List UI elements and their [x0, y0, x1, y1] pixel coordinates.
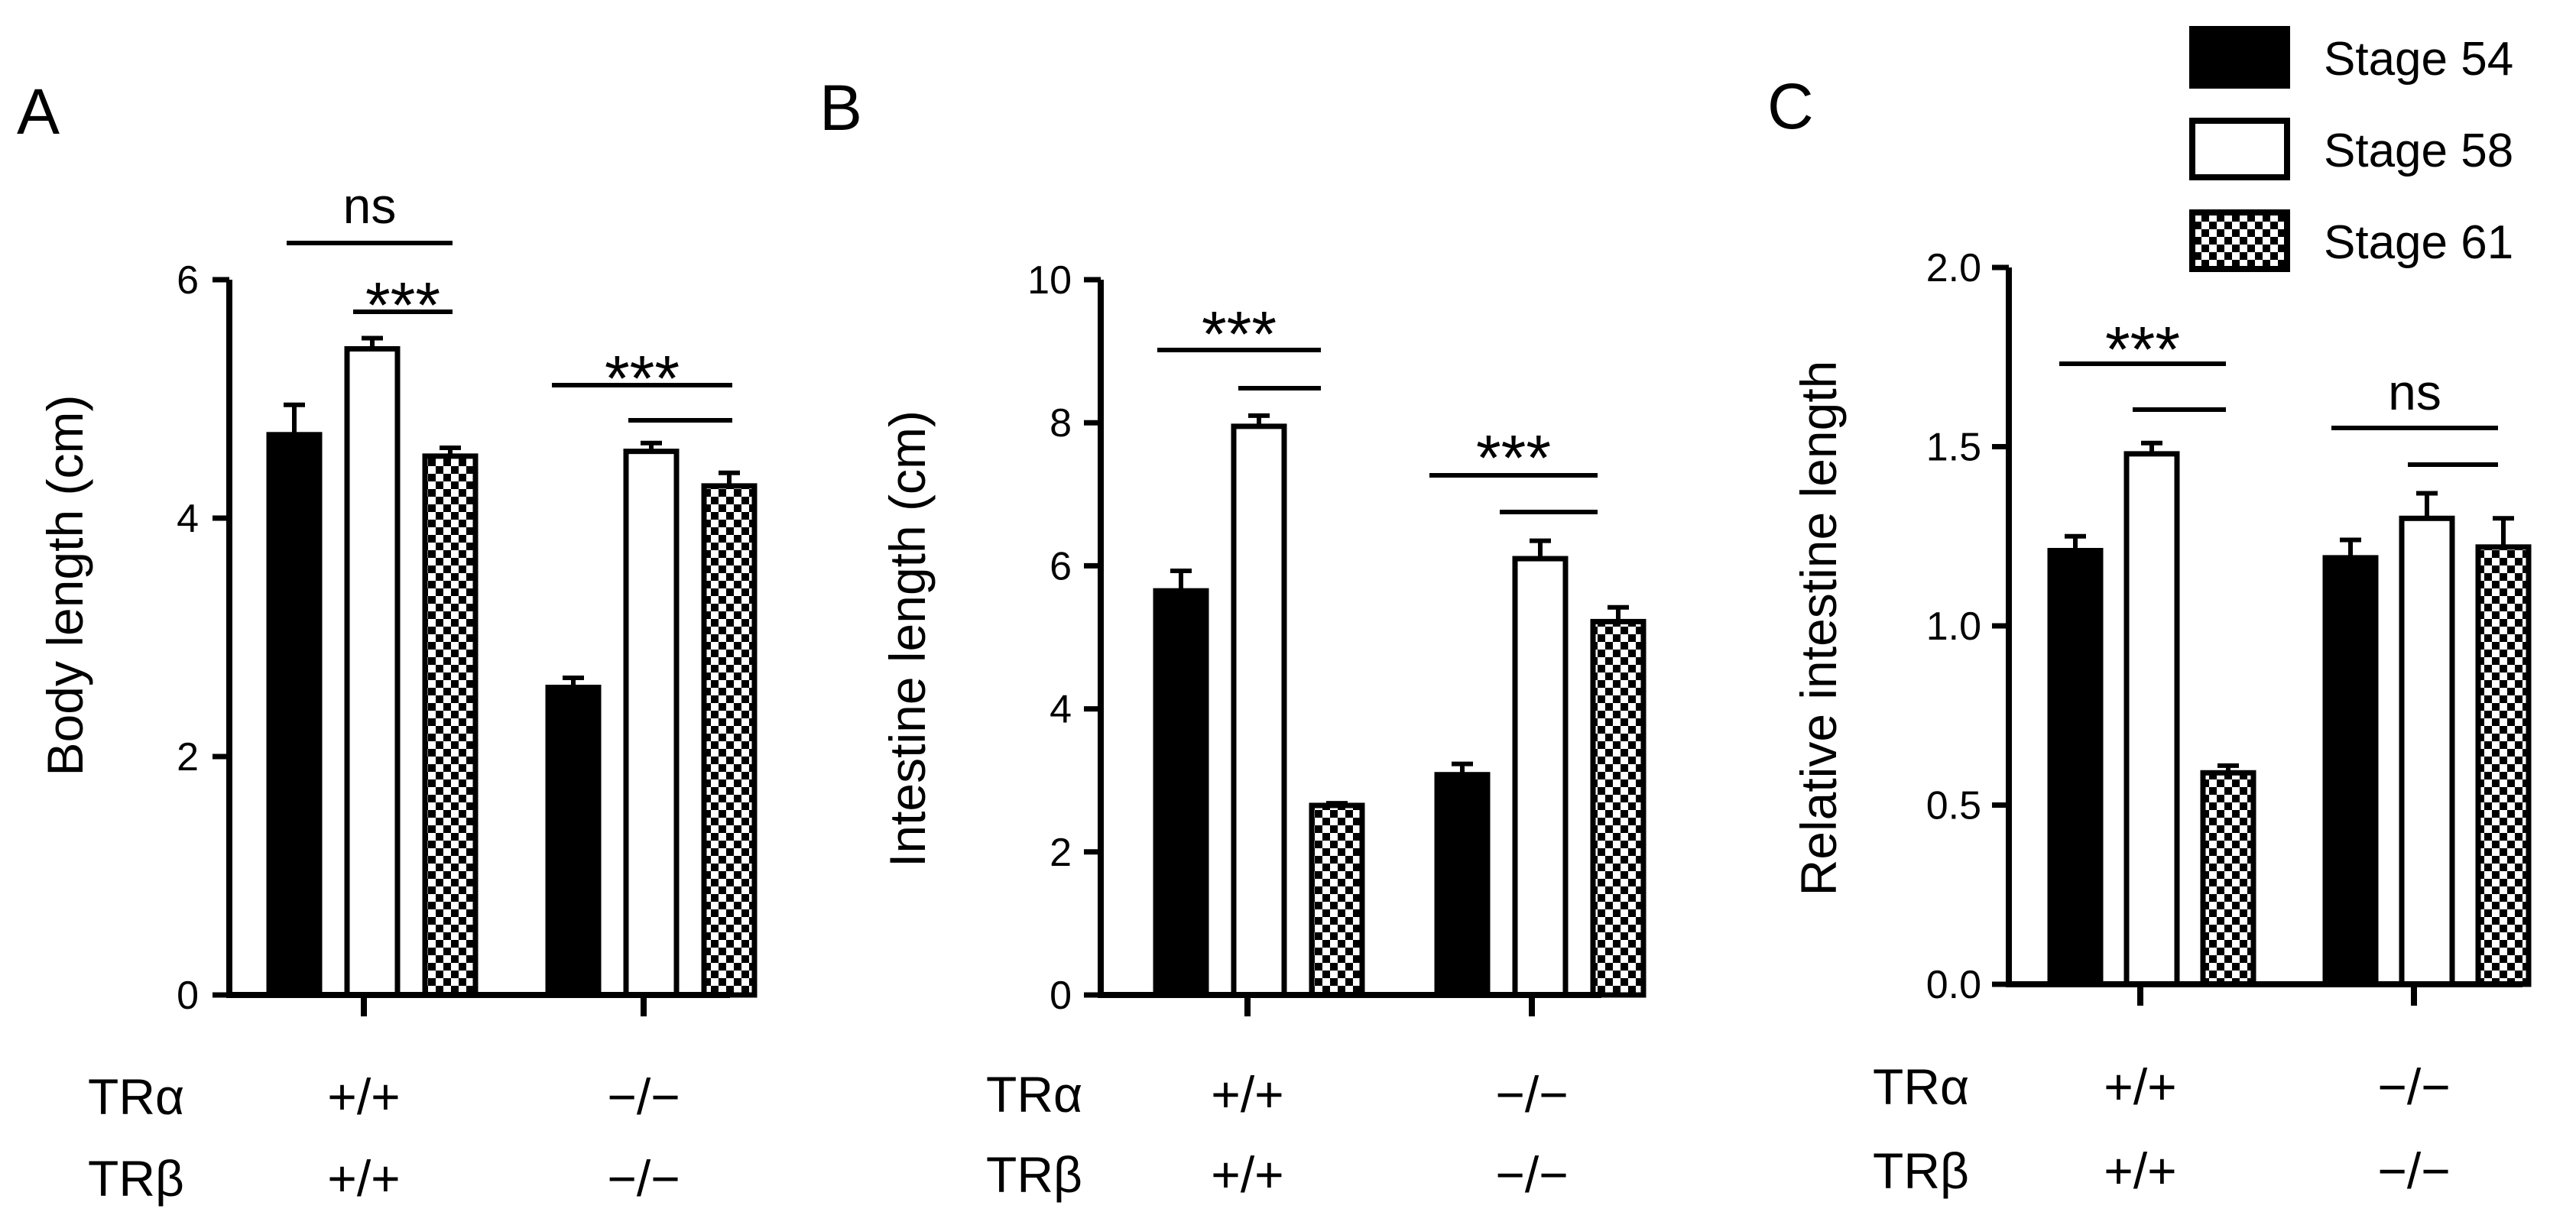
bar-c-s1-g0: [2123, 451, 2180, 987]
sig-label-upper-c-0: ***: [2105, 313, 2180, 385]
bar-c-s2-g1: [2475, 544, 2532, 987]
y-tick-label-b-2: 4: [1050, 688, 1072, 732]
y-tick-label-b-1: 2: [1050, 831, 1072, 875]
plot-area: 0 2 4 6 ns *** *** 0 2 4 6 8 10 *** *** 0.0 0.5 1.0 1.5 2.0…: [177, 177, 2532, 1018]
bar-a-s2-g0: [422, 453, 479, 998]
trα-genotype-b-ko: −/−: [1495, 1066, 1568, 1123]
bar-a-s1-g0: [344, 345, 401, 998]
y-tick-label-c-4: 2.0: [1926, 246, 1981, 290]
panel-a: A Body length (cm) TRα TRβ +/+ −/− +/+ −…: [17, 76, 680, 1207]
trβ-genotype-a-wt: +/+: [327, 1150, 400, 1207]
bar-b-s1-g0: [1231, 423, 1287, 998]
sig-label-upper-b-1: ***: [1476, 422, 1551, 494]
panel-letter-c: C: [1767, 70, 1814, 142]
bar-b-s1-g1: [1512, 556, 1569, 998]
y-tick-label-a-1: 2: [177, 735, 199, 779]
trα-genotype-a-wt: +/+: [327, 1068, 400, 1125]
bar-c-s1-g1: [2399, 515, 2455, 987]
y-tick-label-b-5: 10: [1027, 258, 1072, 303]
bar-b-s2-g1: [1590, 618, 1646, 998]
trβ-genotype-c-wt: +/+: [2104, 1142, 2176, 1199]
panel-letter-b: B: [819, 72, 862, 144]
y-tick-label-a-0: 0: [177, 974, 199, 1018]
y-tick-label-c-2: 1.0: [1926, 604, 1981, 649]
bar-c-s2-g0: [2200, 770, 2256, 987]
sig-label-upper-b-0: ***: [1202, 298, 1277, 370]
legend-swatch-stage-61: [2189, 209, 2290, 272]
chart-panel-a: 0 2 4 6 ns *** ***: [177, 177, 758, 1018]
y-tick-label-a-2: 4: [177, 497, 199, 541]
legend-label-stage-58: Stage 58: [2324, 125, 2513, 177]
bar-b-s2-g0: [1309, 802, 1365, 998]
bar-a-s1-g1: [623, 449, 680, 998]
chart-panel-b: 0 2 4 6 8 10 *** ***: [1027, 258, 1646, 1018]
panel-b: B Intestine length (cm) TRα TRβ +/+ −/− …: [819, 72, 1569, 1203]
panel-letter-a: A: [17, 76, 60, 147]
legend-swatch-stage-54: [2189, 26, 2290, 89]
trβ-label-a: TRβ: [88, 1150, 184, 1207]
trβ-label-c: TRβ: [1873, 1142, 1969, 1199]
chart-panel-c: 0.0 0.5 1.0 1.5 2.0 *** ns: [1926, 246, 2532, 1007]
y-tick-label-b-3: 6: [1050, 544, 1072, 588]
trβ-genotype-b-ko: −/−: [1495, 1146, 1568, 1203]
trα-label-b: TRα: [986, 1066, 1082, 1123]
bar-b-s0-g0: [1153, 588, 1209, 998]
sig-label-upper-c-1: ns: [2388, 364, 2441, 420]
bar-a-s0-g0: [266, 432, 323, 998]
panel-c: C Relative intestine length TRα TRβ +/+ …: [1767, 70, 2451, 1199]
y-tick-label-c-3: 1.5: [1926, 426, 1981, 470]
y-axis-title-c: Relative intestine length: [1790, 361, 1847, 896]
trα-genotype-b-wt: +/+: [1211, 1066, 1283, 1123]
y-tick-label-c-1: 0.5: [1926, 784, 1981, 828]
y-axis-title-a: Body length (cm): [37, 395, 93, 776]
bar-b-s0-g1: [1434, 772, 1491, 998]
trα-label-c: TRα: [1873, 1058, 1969, 1115]
legend-label-stage-61: Stage 61: [2324, 216, 2513, 269]
trβ-label-b: TRβ: [986, 1146, 1082, 1203]
trβ-genotype-b-wt: +/+: [1211, 1146, 1283, 1203]
bar-c-s0-g0: [2047, 548, 2104, 987]
legend-swatch-stage-58: [2189, 118, 2290, 180]
y-tick-label-b-4: 8: [1050, 401, 1072, 446]
y-tick-label-a-3: 6: [177, 258, 199, 303]
trα-genotype-c-ko: −/−: [2377, 1058, 2450, 1115]
trβ-genotype-a-ko: −/−: [607, 1150, 680, 1207]
y-axis-title-b: Intestine length (cm): [879, 410, 936, 867]
trα-genotype-c-wt: +/+: [2104, 1058, 2176, 1115]
sig-label-upper-a-1: ***: [605, 342, 680, 414]
trα-genotype-a-ko: −/−: [607, 1068, 680, 1125]
legend: Stage 54 Stage 58 Stage 61: [2189, 26, 2513, 272]
legend-label-stage-54: Stage 54: [2324, 33, 2513, 86]
bar-a-s0-g1: [545, 685, 602, 998]
y-tick-label-b-0: 0: [1050, 974, 1072, 1018]
sig-label-upper-a-0: ns: [343, 177, 397, 234]
y-tick-label-c-0: 0.0: [1926, 963, 1981, 1007]
trβ-genotype-c-ko: −/−: [2377, 1142, 2450, 1199]
sig-label-lower-a-0: ***: [365, 269, 440, 341]
bar-c-s0-g1: [2322, 555, 2379, 987]
bar-a-s2-g1: [701, 483, 758, 998]
trα-label-a: TRα: [88, 1068, 184, 1125]
